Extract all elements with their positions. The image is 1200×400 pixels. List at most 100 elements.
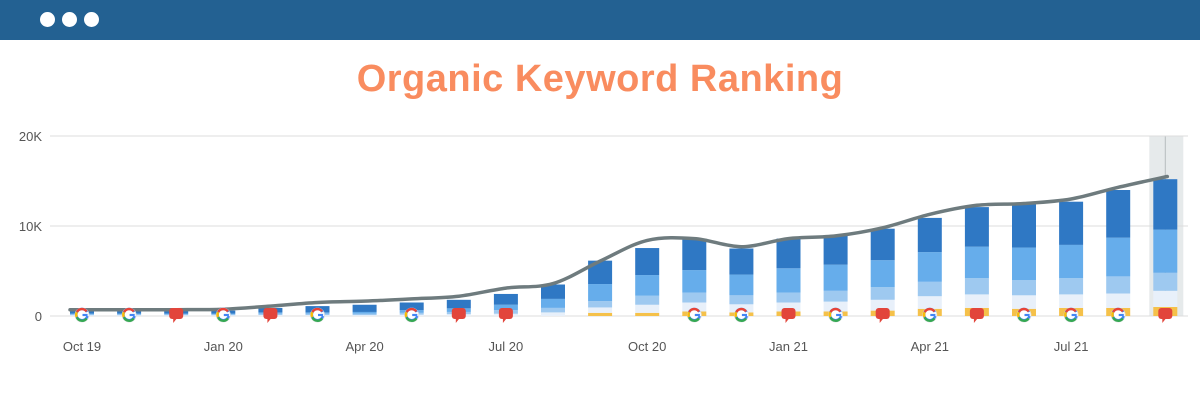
bar-segment[interactable]	[917, 217, 942, 253]
chart-title: Organic Keyword Ranking	[356, 58, 844, 100]
bar-segment[interactable]	[352, 311, 377, 314]
bar-segment[interactable]	[541, 312, 565, 316]
bar-segment[interactable]	[870, 299, 895, 311]
note-icon[interactable]	[1158, 308, 1173, 319]
bar-segment[interactable]	[541, 307, 565, 313]
window-dot-3[interactable]	[84, 12, 99, 27]
bar-segment[interactable]	[1106, 237, 1131, 277]
google-arc-yellow	[734, 311, 738, 318]
bar-segment[interactable]	[870, 287, 895, 300]
bar-segment[interactable]	[964, 278, 989, 295]
bar-segment[interactable]	[682, 292, 707, 303]
bar-segment[interactable]	[493, 304, 518, 311]
google-arc-yellow	[122, 311, 126, 318]
window-dot-1[interactable]	[40, 12, 55, 27]
bar-segment[interactable]	[1012, 295, 1036, 309]
bar-segment[interactable]	[1106, 276, 1131, 294]
bar-segment[interactable]	[870, 260, 895, 288]
bar-segment[interactable]	[1153, 179, 1178, 230]
note-icon[interactable]	[451, 308, 466, 319]
google-arc-yellow	[1017, 311, 1020, 318]
bar-segment[interactable]	[635, 304, 660, 313]
bar-segment[interactable]	[1106, 293, 1131, 308]
google-arc-green	[688, 316, 700, 322]
google-arc-green	[735, 316, 747, 322]
bar-segment[interactable]	[823, 290, 848, 302]
bar-segment[interactable]	[635, 275, 660, 296]
bar-segment[interactable]	[1059, 294, 1084, 308]
google-arc-red	[1065, 307, 1077, 313]
bar-segment[interactable]	[729, 248, 754, 275]
bar-segment[interactable]	[682, 238, 707, 271]
note-icon-tail	[455, 318, 460, 323]
note-icon-tail	[267, 318, 272, 323]
google-arc-yellow	[75, 311, 78, 318]
bar-segment[interactable]	[352, 304, 377, 312]
bar-segment[interactable]	[729, 295, 754, 305]
bar-segment[interactable]	[1012, 204, 1036, 248]
note-icon[interactable]	[263, 308, 278, 319]
bar-segment[interactable]	[682, 302, 707, 312]
bar-segment[interactable]	[541, 298, 565, 308]
bar-segment[interactable]	[588, 284, 613, 302]
google-arc-green	[829, 316, 842, 322]
bar-segment[interactable]	[776, 268, 801, 293]
window-dot-2[interactable]	[62, 12, 77, 27]
bar-segment[interactable]	[635, 312, 660, 316]
bar-segment[interactable]	[588, 260, 613, 285]
google-arc-yellow	[828, 311, 832, 318]
bar-segment[interactable]	[964, 246, 989, 279]
bar-segment[interactable]	[1012, 247, 1036, 280]
bar-segment[interactable]	[776, 302, 801, 312]
bar-segment[interactable]	[1059, 244, 1084, 279]
bar-segment[interactable]	[870, 228, 895, 261]
note-icon[interactable]	[875, 308, 890, 319]
bar-segment[interactable]	[1059, 278, 1084, 295]
bar-segment[interactable]	[1153, 290, 1178, 307]
bar-segment[interactable]	[1153, 272, 1178, 291]
bar-segment[interactable]	[823, 235, 848, 265]
bar-segment[interactable]	[823, 301, 848, 312]
x-tick-label: Apr 20	[345, 339, 383, 354]
bar-segment[interactable]	[588, 312, 613, 316]
note-icon[interactable]	[781, 308, 796, 319]
bar-segment[interactable]	[493, 293, 518, 305]
bar-segment[interactable]	[541, 284, 565, 299]
google-arc-red	[405, 307, 418, 313]
bar-segment[interactable]	[399, 302, 424, 311]
bar-segment[interactable]	[588, 301, 613, 308]
google-arc-red	[123, 307, 135, 313]
bar-segment[interactable]	[917, 281, 942, 297]
bar-segment[interactable]	[352, 313, 377, 316]
bar-segment[interactable]	[729, 274, 754, 296]
bar-segment[interactable]	[964, 294, 989, 308]
bar-segment[interactable]	[823, 264, 848, 291]
note-icon[interactable]	[498, 308, 513, 319]
bar-segment[interactable]	[917, 296, 942, 309]
bar-segment[interactable]	[1012, 280, 1036, 296]
bar-segment[interactable]	[1106, 190, 1131, 238]
bar-segment[interactable]	[635, 248, 660, 276]
google-arc-yellow	[1064, 311, 1068, 318]
bar-segment[interactable]	[1153, 229, 1178, 273]
bar-segment[interactable]	[917, 252, 942, 282]
note-icon-tail	[502, 318, 507, 323]
bar-segment[interactable]	[776, 292, 801, 303]
note-icon[interactable]	[969, 308, 984, 319]
bar-segment[interactable]	[964, 207, 989, 247]
note-icon-tail	[973, 318, 978, 323]
google-arc-yellow	[216, 311, 220, 318]
bar-segment[interactable]	[682, 270, 707, 293]
google-arc-green	[405, 316, 418, 322]
bar-segment[interactable]	[776, 238, 801, 269]
bar-segment[interactable]	[635, 295, 660, 305]
bar-segment[interactable]	[352, 315, 377, 316]
window-titlebar	[0, 0, 1200, 40]
google-arc-red	[829, 307, 842, 313]
google-arc-red	[75, 307, 88, 313]
note-icon[interactable]	[169, 308, 184, 319]
google-arc-yellow	[1111, 311, 1115, 318]
bar-segment[interactable]	[1059, 201, 1084, 245]
bar-segment[interactable]	[446, 299, 471, 309]
bar-segment[interactable]	[588, 307, 613, 313]
